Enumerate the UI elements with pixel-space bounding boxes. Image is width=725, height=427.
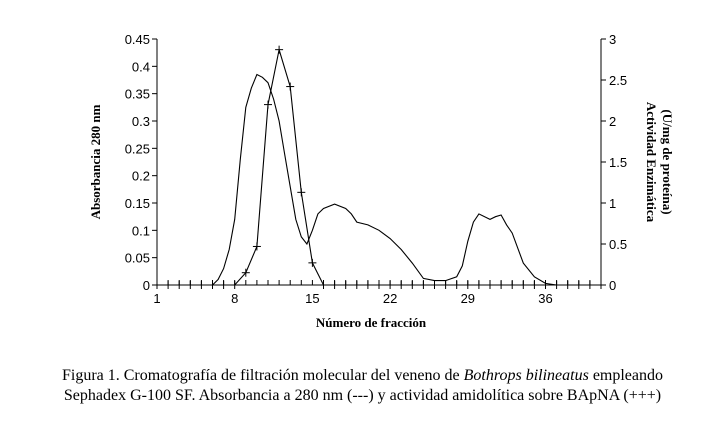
caption-line2: Sephadex G-100 SF. Absorbancia a 280 nm … <box>63 387 662 404</box>
activity-data-point <box>275 45 284 54</box>
figure-caption: Figura 1. Cromatografía de filtración mo… <box>0 366 725 406</box>
y-left-tick-label: 0.1 <box>132 223 150 238</box>
y-left-tick-label: 0 <box>143 278 150 293</box>
axes-group <box>156 39 602 286</box>
activity-data-point <box>341 281 350 289</box>
activity-data-point <box>286 82 295 91</box>
y-left-tick-label: 0.35 <box>125 87 150 102</box>
x-tick-label: 36 <box>538 291 552 306</box>
y-right-ticks-group: 0 0.5 1 1.5 2 2.5 3 <box>601 32 627 293</box>
caption-line1: Figura 1. Cromatografía de filtración mo… <box>0 366 725 386</box>
activity-data-point <box>541 281 550 289</box>
activity-data-point <box>208 281 217 289</box>
activity-data-point <box>585 281 594 289</box>
activity-data-point <box>552 281 561 289</box>
x-tick-label: 22 <box>383 291 397 306</box>
activity-data-point <box>252 242 261 251</box>
activity-series-line <box>157 49 601 286</box>
y-right-tick-label: 0.5 <box>609 237 627 252</box>
y-left-tick-label: 0.2 <box>132 169 150 184</box>
activity-data-point <box>563 281 572 289</box>
y-right-tick-label: 1 <box>609 196 616 211</box>
activity-data-point <box>297 188 306 197</box>
activity-data-point <box>419 281 428 289</box>
y-right-tick-label: 2 <box>609 114 616 129</box>
y-right-tick-label: 0 <box>609 278 616 293</box>
activity-data-point <box>441 281 450 289</box>
activity-data-point <box>375 281 383 289</box>
x-axis-title: Número de fracción <box>316 315 427 330</box>
activity-data-point <box>530 281 539 289</box>
absorbance-series-line <box>212 73 601 286</box>
activity-data-point <box>597 281 605 289</box>
activity-data-point <box>241 268 250 277</box>
activity-data-point <box>230 281 239 289</box>
activity-data-point <box>308 258 317 267</box>
x-tick-label: 29 <box>461 291 475 306</box>
x-tick-label: 1 <box>153 291 160 306</box>
y-right-axis-title-line1: Actividad Enzimática <box>644 102 659 223</box>
activity-data-point <box>574 281 583 289</box>
activity-data-point <box>352 281 361 289</box>
activity-data-point <box>486 281 494 289</box>
activity-data-point <box>319 281 328 289</box>
activity-data-point <box>452 281 461 289</box>
activity-data-point <box>363 281 372 289</box>
activity-data-point <box>463 281 472 289</box>
activity-data-point <box>197 281 206 289</box>
y-right-tick-label: 2.5 <box>609 73 627 88</box>
activity-data-point <box>519 281 528 289</box>
activity-data-point <box>386 281 395 289</box>
activity-data-point <box>330 281 339 289</box>
activity-data-point <box>508 281 517 289</box>
x-tick-label: 8 <box>231 291 238 306</box>
activity-data-point <box>175 281 184 289</box>
y-left-tick-label: 0.3 <box>132 114 150 129</box>
activity-data-point <box>397 281 406 289</box>
y-left-ticks-group: 0 0.05 0.1 0.15 0.2 0.25 0.3 0.35 0.4 0.45 <box>125 32 157 293</box>
caption-line1-suffix: empleando <box>588 367 664 384</box>
activity-data-point <box>153 281 161 289</box>
activity-data-point <box>408 281 417 289</box>
y-right-tick-label: 3 <box>609 32 616 47</box>
activity-data-point <box>164 281 173 289</box>
activity-data-point <box>497 281 506 289</box>
y-left-tick-label: 0.05 <box>125 251 150 266</box>
caption-species-name: Bothrops bilineatus <box>463 367 589 384</box>
caption-line1-prefix: Figura 1. Cromatografía de filtración mo… <box>61 367 464 384</box>
activity-data-point <box>430 281 439 289</box>
activity-data-point <box>264 100 272 109</box>
activity-data-point <box>186 281 195 289</box>
y-left-tick-label: 0.15 <box>125 196 150 211</box>
x-tick-label: 15 <box>305 291 319 306</box>
activity-data-point <box>219 281 228 289</box>
y-left-axis-title: Absorbancia 280 nm <box>88 104 103 219</box>
chromatography-chart: 1 8 15 22 29 36 0 0.05 0.1 0.15 0.2 0.25 0.3 0.35 0.4… <box>88 32 675 330</box>
y-right-tick-label: 1.5 <box>609 155 627 170</box>
x-ticks-group: 1 8 15 22 29 36 <box>153 280 602 306</box>
y-left-tick-label: 0.45 <box>125 32 150 47</box>
y-left-tick-label: 0.4 <box>132 59 150 74</box>
activity-data-point <box>474 281 483 289</box>
y-left-tick-label: 0.25 <box>125 141 150 156</box>
y-right-axis-title-line2: (U/mg de proteína) <box>660 109 675 214</box>
series-group <box>153 45 605 289</box>
